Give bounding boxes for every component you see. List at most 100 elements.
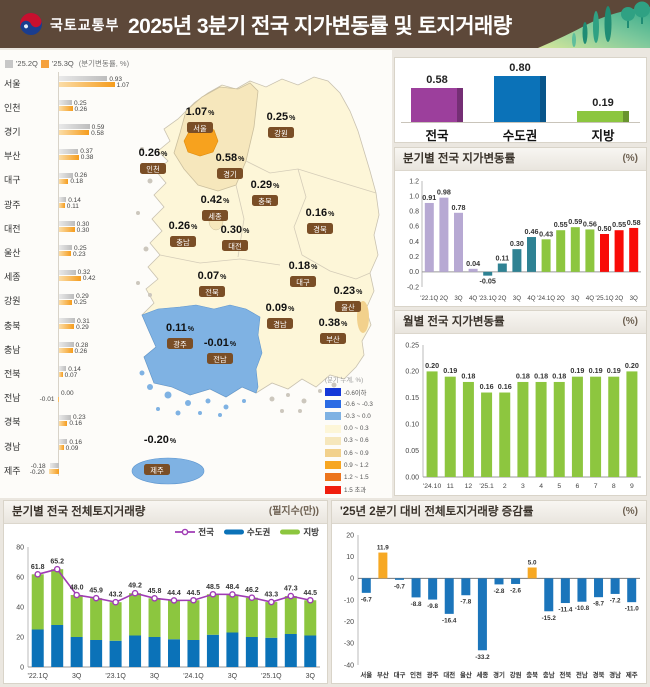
region-bar-value: 0.25 xyxy=(74,99,87,107)
region-bar-value: 0.31 xyxy=(77,317,90,325)
map-region-value: 1.07% xyxy=(186,106,215,118)
y-tick-label: 0 xyxy=(350,576,354,583)
x-tick-label: 3Q xyxy=(571,295,579,302)
volume-bar-sudogwon xyxy=(129,635,142,667)
map-region-badge-label: 강원 xyxy=(274,129,287,138)
region-bar-value: 0.25 xyxy=(74,244,87,252)
volume-bar-jibang xyxy=(265,602,278,638)
quarterly-bar-value: 0.30 xyxy=(510,239,524,248)
y-tick-label: 0.4 xyxy=(409,239,419,246)
region-bar-value: 0.93 xyxy=(109,75,123,83)
volume-line-marker xyxy=(268,598,275,606)
y-tick-label: 0.25 xyxy=(405,342,419,349)
regional-change-value: -6.7 xyxy=(361,596,372,603)
summary-category-label: 수도권 xyxy=(502,129,538,143)
monthly-bar xyxy=(571,376,583,477)
monthly-bar xyxy=(444,376,456,477)
map-legend-range: 1.2 ~ 1.5 xyxy=(344,473,369,481)
volume-bar-sudogwon xyxy=(206,634,219,667)
region-name-label: 울산 xyxy=(4,247,21,258)
summary-bar-shade xyxy=(540,75,546,122)
quarterly-bar xyxy=(614,230,624,272)
map-region-badge xyxy=(307,223,333,234)
volume-bar-jibang xyxy=(90,598,103,640)
x-tick-label: 3Q xyxy=(454,295,462,302)
region-bar xyxy=(59,82,115,87)
x-tick-label: 2Q xyxy=(557,295,565,302)
region-name-label: 제주 xyxy=(4,465,21,476)
regional-change-bar xyxy=(461,578,471,596)
region-name-label: 대구 xyxy=(4,175,21,186)
map-region-value: 0.18% xyxy=(289,260,318,272)
legend-swatch xyxy=(280,529,301,535)
region-bar xyxy=(59,348,73,354)
volume-bar-sudogwon xyxy=(90,640,103,667)
region-bar-value: 0.26 xyxy=(74,347,88,355)
region-bar xyxy=(59,293,75,299)
map-region-badge xyxy=(335,301,361,312)
x-tick-label: 5 xyxy=(557,483,561,490)
region-bar-value: 0.23 xyxy=(72,414,86,422)
y-tick-label: 0.05 xyxy=(405,448,419,455)
quarterly-bar-value: 0.78 xyxy=(452,203,466,212)
y-tick-label: 20 xyxy=(16,634,24,641)
monthly-bar xyxy=(499,392,511,477)
map-region-badge xyxy=(268,127,294,138)
regional-change-value: -16.4 xyxy=(442,617,457,624)
legend-swatch-25-3q xyxy=(40,59,49,68)
x-tick-label: 4 xyxy=(539,483,543,490)
volume-line-marker xyxy=(306,596,314,604)
quarterly-rate-panel: 분기별 전국 지가변동률 (%) 1.2 1.0 0.8 0.6 0.4 0.2 0.0 -0… xyxy=(394,147,647,307)
x-tick-label: 3Q xyxy=(150,673,160,680)
summary-bar xyxy=(494,75,546,122)
quarterly-bar xyxy=(497,263,507,272)
quarterly-bar-value: 0.59 xyxy=(568,217,582,226)
regional-change-bar xyxy=(378,552,388,579)
x-tick-label: 경남 xyxy=(609,670,621,679)
volume-line-marker xyxy=(151,595,158,602)
volume-bar-jibang xyxy=(245,597,258,637)
monthly-bar-value: 0.18 xyxy=(516,371,530,380)
regional-change-bar xyxy=(477,578,487,651)
x-tick-label: 서울 xyxy=(360,670,372,679)
summary-baseline xyxy=(401,122,640,123)
volume-line-marker xyxy=(190,596,197,604)
y-tick-label: 0.2 xyxy=(409,254,419,261)
volume-bar-sudogwon xyxy=(51,625,64,667)
region-bar-value: 0.07 xyxy=(64,371,78,379)
legend-label: 전국 xyxy=(198,527,214,537)
region-name-label: 서울 xyxy=(4,78,21,89)
quarterly-bar-value: 0.04 xyxy=(466,259,480,268)
x-tick-label: 전북 xyxy=(559,670,571,679)
region-bar-value: 0.09 xyxy=(65,444,79,452)
monthly-bar xyxy=(590,376,602,477)
map-legend-swatch xyxy=(325,412,341,421)
regional-change-chart: 20 10 0 -10 -20 -30 -40 -6.7 서울 11.9 부산 -0.7 대구 -8.8 인… xyxy=(344,532,640,679)
summary-chart-panel: 0.58 전국 0.80 수도권 0.19 지방 xyxy=(394,57,647,143)
x-tick-label: 4Q xyxy=(586,295,594,302)
x-tick-label: 4Q xyxy=(527,295,535,302)
panel-title: 분기별 전국 전체토지거래량 xyxy=(12,506,146,518)
volume-bar-jibang xyxy=(129,593,142,636)
y-tick-label: 0.6 xyxy=(409,224,419,231)
map-region-badge xyxy=(202,210,228,221)
x-tick-label: 3Q xyxy=(513,295,521,302)
region-name-label: 경기 xyxy=(4,126,21,137)
legend-marker xyxy=(181,528,189,536)
panel-unit: (%) xyxy=(622,316,638,327)
y-tick-label: 0.8 xyxy=(409,209,419,216)
volume-bar-jibang xyxy=(148,598,161,637)
regional-change-value: -11.4 xyxy=(558,607,573,614)
volume-total-value: 48.5 xyxy=(206,584,220,591)
monthly-bar-value: 0.19 xyxy=(589,366,603,375)
region-bar xyxy=(59,124,90,130)
monthly-rate-panel: 월별 전국 지가변동률 (%) 0.25 0.20 0.15 0.10 0.05 0.00… xyxy=(394,310,647,496)
map-region-value: 0.30% xyxy=(221,224,250,236)
region-bar-value: 0.30 xyxy=(76,220,90,228)
volume-total-value: 49.2 xyxy=(128,583,142,590)
summary-bar-shade xyxy=(457,88,463,122)
panel-title-bar: 분기별 전국 지가변동률 (%) xyxy=(395,148,646,171)
volume-total-value: 48.4 xyxy=(226,584,240,591)
region-name-label: 충북 xyxy=(4,320,21,331)
volume-line-marker xyxy=(131,589,139,597)
